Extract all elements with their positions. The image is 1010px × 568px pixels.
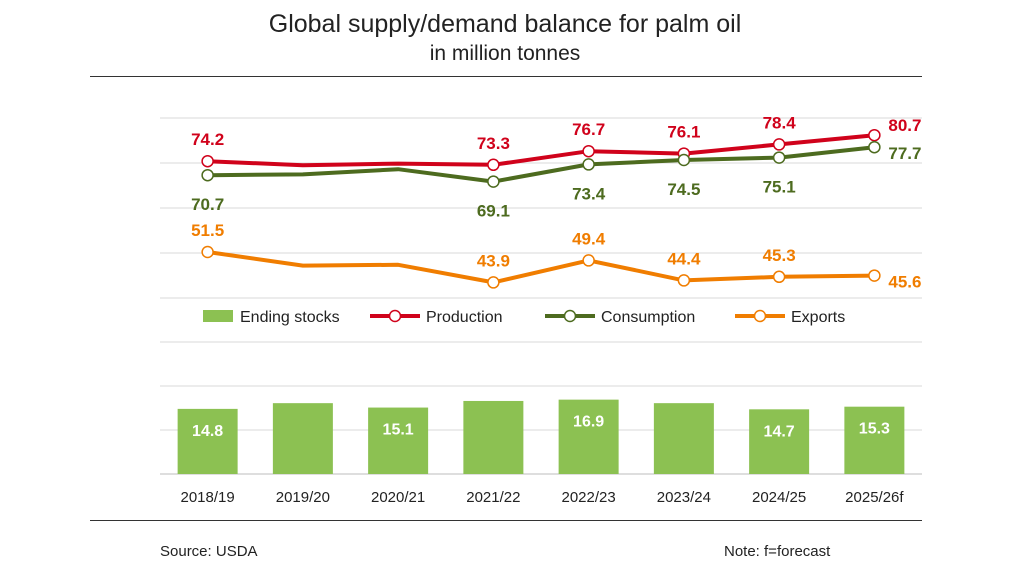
bar-ending-stocks: [272, 403, 333, 474]
legend-label-consumption: Consumption: [601, 309, 695, 326]
x-tick-label: 2025/26f: [845, 489, 904, 506]
value-label-consumption: 75.1: [763, 178, 796, 197]
value-label-consumption: 69.1: [477, 202, 510, 221]
bar-ending-stocks: [177, 408, 238, 474]
x-tick-label: 2022/23: [562, 489, 616, 506]
value-label-exports: 44.4: [667, 249, 701, 268]
legend-item-production: Production: [370, 309, 503, 326]
forecast-note: Note: f=forecast: [724, 543, 831, 560]
value-label-exports: 43.9: [477, 251, 510, 270]
value-label-production: 80.7: [888, 116, 921, 135]
value-label-production: 78.4: [763, 113, 797, 132]
top-divider: [90, 76, 922, 77]
bar-ending-stocks: [653, 403, 714, 474]
chart-title: Global supply/demand balance for palm oi…: [268, 10, 742, 38]
value-label-exports: 51.5: [191, 221, 224, 240]
value-label-exports: 45.6: [888, 273, 921, 292]
value-label-consumption: 73.4: [572, 184, 606, 203]
point-consumption: [868, 140, 881, 154]
point-exports: [487, 276, 500, 289]
value-label-exports: 45.3: [763, 246, 796, 265]
value-label-consumption: 74.5: [667, 180, 700, 199]
legend-label-ending-stocks: Ending stocks: [240, 309, 340, 326]
value-label-production: 76.7: [572, 120, 605, 139]
point-exports: [677, 274, 691, 287]
x-tick-label: 2023/24: [657, 489, 711, 506]
point-consumption: [677, 153, 691, 167]
legend-label-exports: Exports: [791, 309, 845, 326]
value-label-production: 76.1: [667, 123, 700, 142]
bars: [177, 399, 905, 474]
point-exports: [201, 245, 214, 259]
point-consumption: [582, 158, 595, 171]
bottom-divider: [90, 520, 922, 521]
point-consumption: [487, 175, 500, 188]
legend-marker-production: [388, 309, 402, 323]
bar-ending-stocks: [463, 400, 524, 474]
bar-ending-stocks: [844, 406, 905, 474]
x-tick-label: 2021/22: [466, 489, 520, 506]
point-production: [868, 128, 881, 142]
value-label-production: 73.3: [477, 134, 510, 153]
x-tick-label: 2018/19: [181, 489, 235, 506]
x-tick-label: 2024/25: [752, 489, 806, 506]
series-lines: [201, 128, 881, 289]
bar-ending-stocks: [368, 407, 429, 474]
bar-value-label: 15.3: [859, 421, 890, 438]
bar-value-label: 16.9: [573, 414, 604, 431]
legend-label-production: Production: [426, 309, 503, 326]
legend: Ending stocks Production Consumption Export…: [203, 309, 845, 326]
bar-value-label: 15.1: [383, 422, 414, 439]
x-tick-label: 2020/21: [371, 489, 425, 506]
chart-subtitle: in million tonnes: [429, 42, 581, 65]
bar-value-label: 14.8: [192, 423, 223, 440]
line-production: [205, 133, 877, 168]
legend-swatch-ending-stocks: [203, 310, 233, 322]
value-label-exports: 49.4: [572, 229, 606, 248]
legend-item-exports: Exports: [735, 309, 845, 326]
value-label-consumption: 77.7: [888, 144, 921, 163]
point-consumption: [772, 151, 786, 164]
point-production: [487, 158, 500, 172]
legend-marker-consumption: [563, 309, 577, 323]
point-production: [582, 144, 595, 158]
data-labels: 14.8 15.1 16.9 14.7 15.3 74.2 73.3 76.7 76.1 78.4…: [191, 113, 921, 440]
x-axis: 2018/19 2019/20 2020/21 2021/22 2022/23 2023/…: [181, 489, 905, 506]
bar-value-label: 14.7: [764, 423, 795, 440]
value-label-consumption: 70.7: [191, 195, 224, 214]
point-exports: [772, 270, 786, 284]
point-exports: [868, 269, 881, 282]
point-exports: [582, 254, 595, 267]
value-label-production: 74.2: [191, 130, 224, 149]
line-consumption: [205, 145, 877, 184]
x-tick-label: 2019/20: [276, 489, 330, 506]
source-note: Source: USDA: [160, 543, 258, 560]
legend-item-ending-stocks: Ending stocks: [203, 309, 340, 326]
point-production: [772, 138, 786, 151]
point-production: [201, 154, 214, 168]
bar-ending-stocks: [749, 409, 810, 474]
legend-marker-exports: [753, 309, 767, 323]
line-exports: [205, 250, 877, 285]
bar-ending-stocks: [558, 399, 619, 474]
point-consumption: [201, 168, 214, 182]
legend-item-consumption: Consumption: [545, 309, 695, 326]
